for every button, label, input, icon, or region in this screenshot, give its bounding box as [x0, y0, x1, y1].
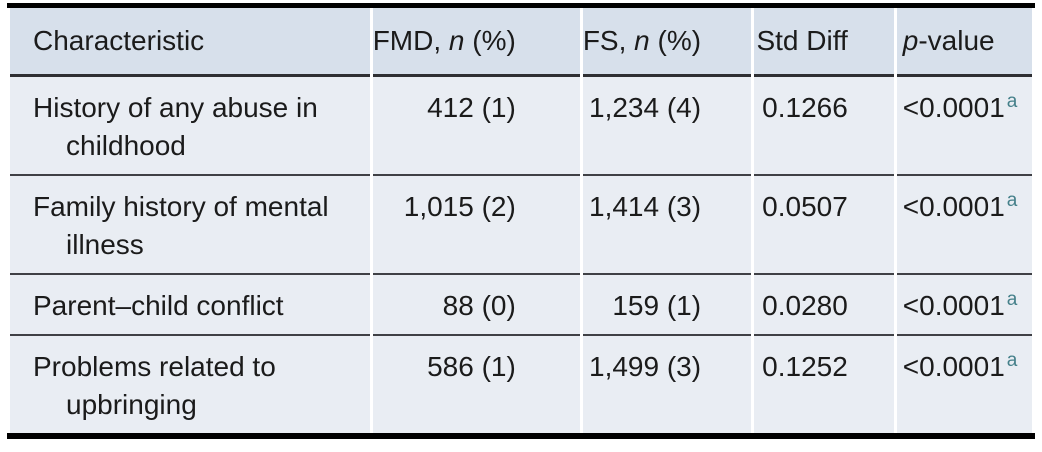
column-header-characteristic: Characteristic — [10, 8, 370, 77]
header-row: Characteristic FMD, n (%) FS, n (%) Std … — [10, 8, 1032, 77]
table-container: Characteristic FMD, n (%) FS, n (%) Std … — [7, 3, 1035, 439]
table-row: Parent–child conflict 88 (0) 159 (1) 0.0… — [10, 275, 1032, 336]
footnote-marker-a: a — [1006, 349, 1018, 371]
cell-characteristic: Family history of mental illness — [10, 176, 370, 275]
cell-std-diff: 0.1266 — [754, 77, 894, 176]
footnote-marker-a: a — [1006, 90, 1018, 112]
cell-fmd: 412 (1) — [372, 77, 580, 176]
cell-fs: 1,499 (3) — [582, 336, 752, 433]
header-label: Characteristic — [33, 25, 205, 56]
cell-p-value: <0.0001 a — [896, 336, 1032, 433]
table-row: Problems related to upbringing 586 (1) 1… — [10, 336, 1032, 433]
cell-fs: 1,234 (4) — [582, 77, 752, 176]
characteristics-table: Characteristic FMD, n (%) FS, n (%) Std … — [7, 8, 1035, 433]
cell-characteristic: Parent–child conflict — [10, 275, 370, 336]
cell-fmd: 1,015 (2) — [372, 176, 580, 275]
cell-std-diff: 0.0280 — [754, 275, 894, 336]
header-label: (%) — [464, 25, 516, 56]
table-row: Family history of mental illness 1,015 (… — [10, 176, 1032, 275]
header-label: FMD, — [372, 25, 449, 56]
header-label: -value — [918, 25, 995, 56]
cell-p-value: <0.0001 a — [896, 176, 1032, 275]
header-label-italic: n — [634, 25, 650, 56]
header-label-italic: p — [902, 25, 919, 56]
cell-characteristic: Problems related to upbringing — [10, 336, 370, 433]
p-value-text: <0.0001 — [902, 92, 1005, 123]
cell-std-diff: 0.1252 — [754, 336, 894, 433]
cell-fmd: 88 (0) — [372, 275, 580, 336]
header-label: Std Diff — [756, 25, 848, 56]
header-label: (%) — [649, 25, 702, 56]
cell-fs: 159 (1) — [582, 275, 752, 336]
cell-p-value: <0.0001 a — [896, 275, 1032, 336]
column-header-p-value: p-value — [896, 8, 1032, 77]
cell-characteristic: History of any abuse in childhood — [10, 77, 370, 176]
header-label: FS, — [582, 25, 635, 56]
footnote-marker-a: a — [1006, 189, 1018, 211]
cell-fs: 1,414 (3) — [582, 176, 752, 275]
footnote-marker-a: a — [1006, 288, 1018, 310]
cell-fmd: 586 (1) — [372, 336, 580, 433]
cell-std-diff: 0.0507 — [754, 176, 894, 275]
cell-p-value: <0.0001 a — [896, 77, 1032, 176]
p-value-text: <0.0001 — [902, 191, 1005, 222]
header-label-italic: n — [448, 25, 465, 56]
column-header-fmd: FMD, n (%) — [372, 8, 580, 77]
column-header-fs: FS, n (%) — [582, 8, 752, 77]
p-value-text: <0.0001 — [902, 351, 1005, 382]
column-header-std-diff: Std Diff — [754, 8, 894, 77]
p-value-text: <0.0001 — [902, 290, 1005, 321]
table-row: History of any abuse in childhood 412 (1… — [10, 77, 1032, 176]
